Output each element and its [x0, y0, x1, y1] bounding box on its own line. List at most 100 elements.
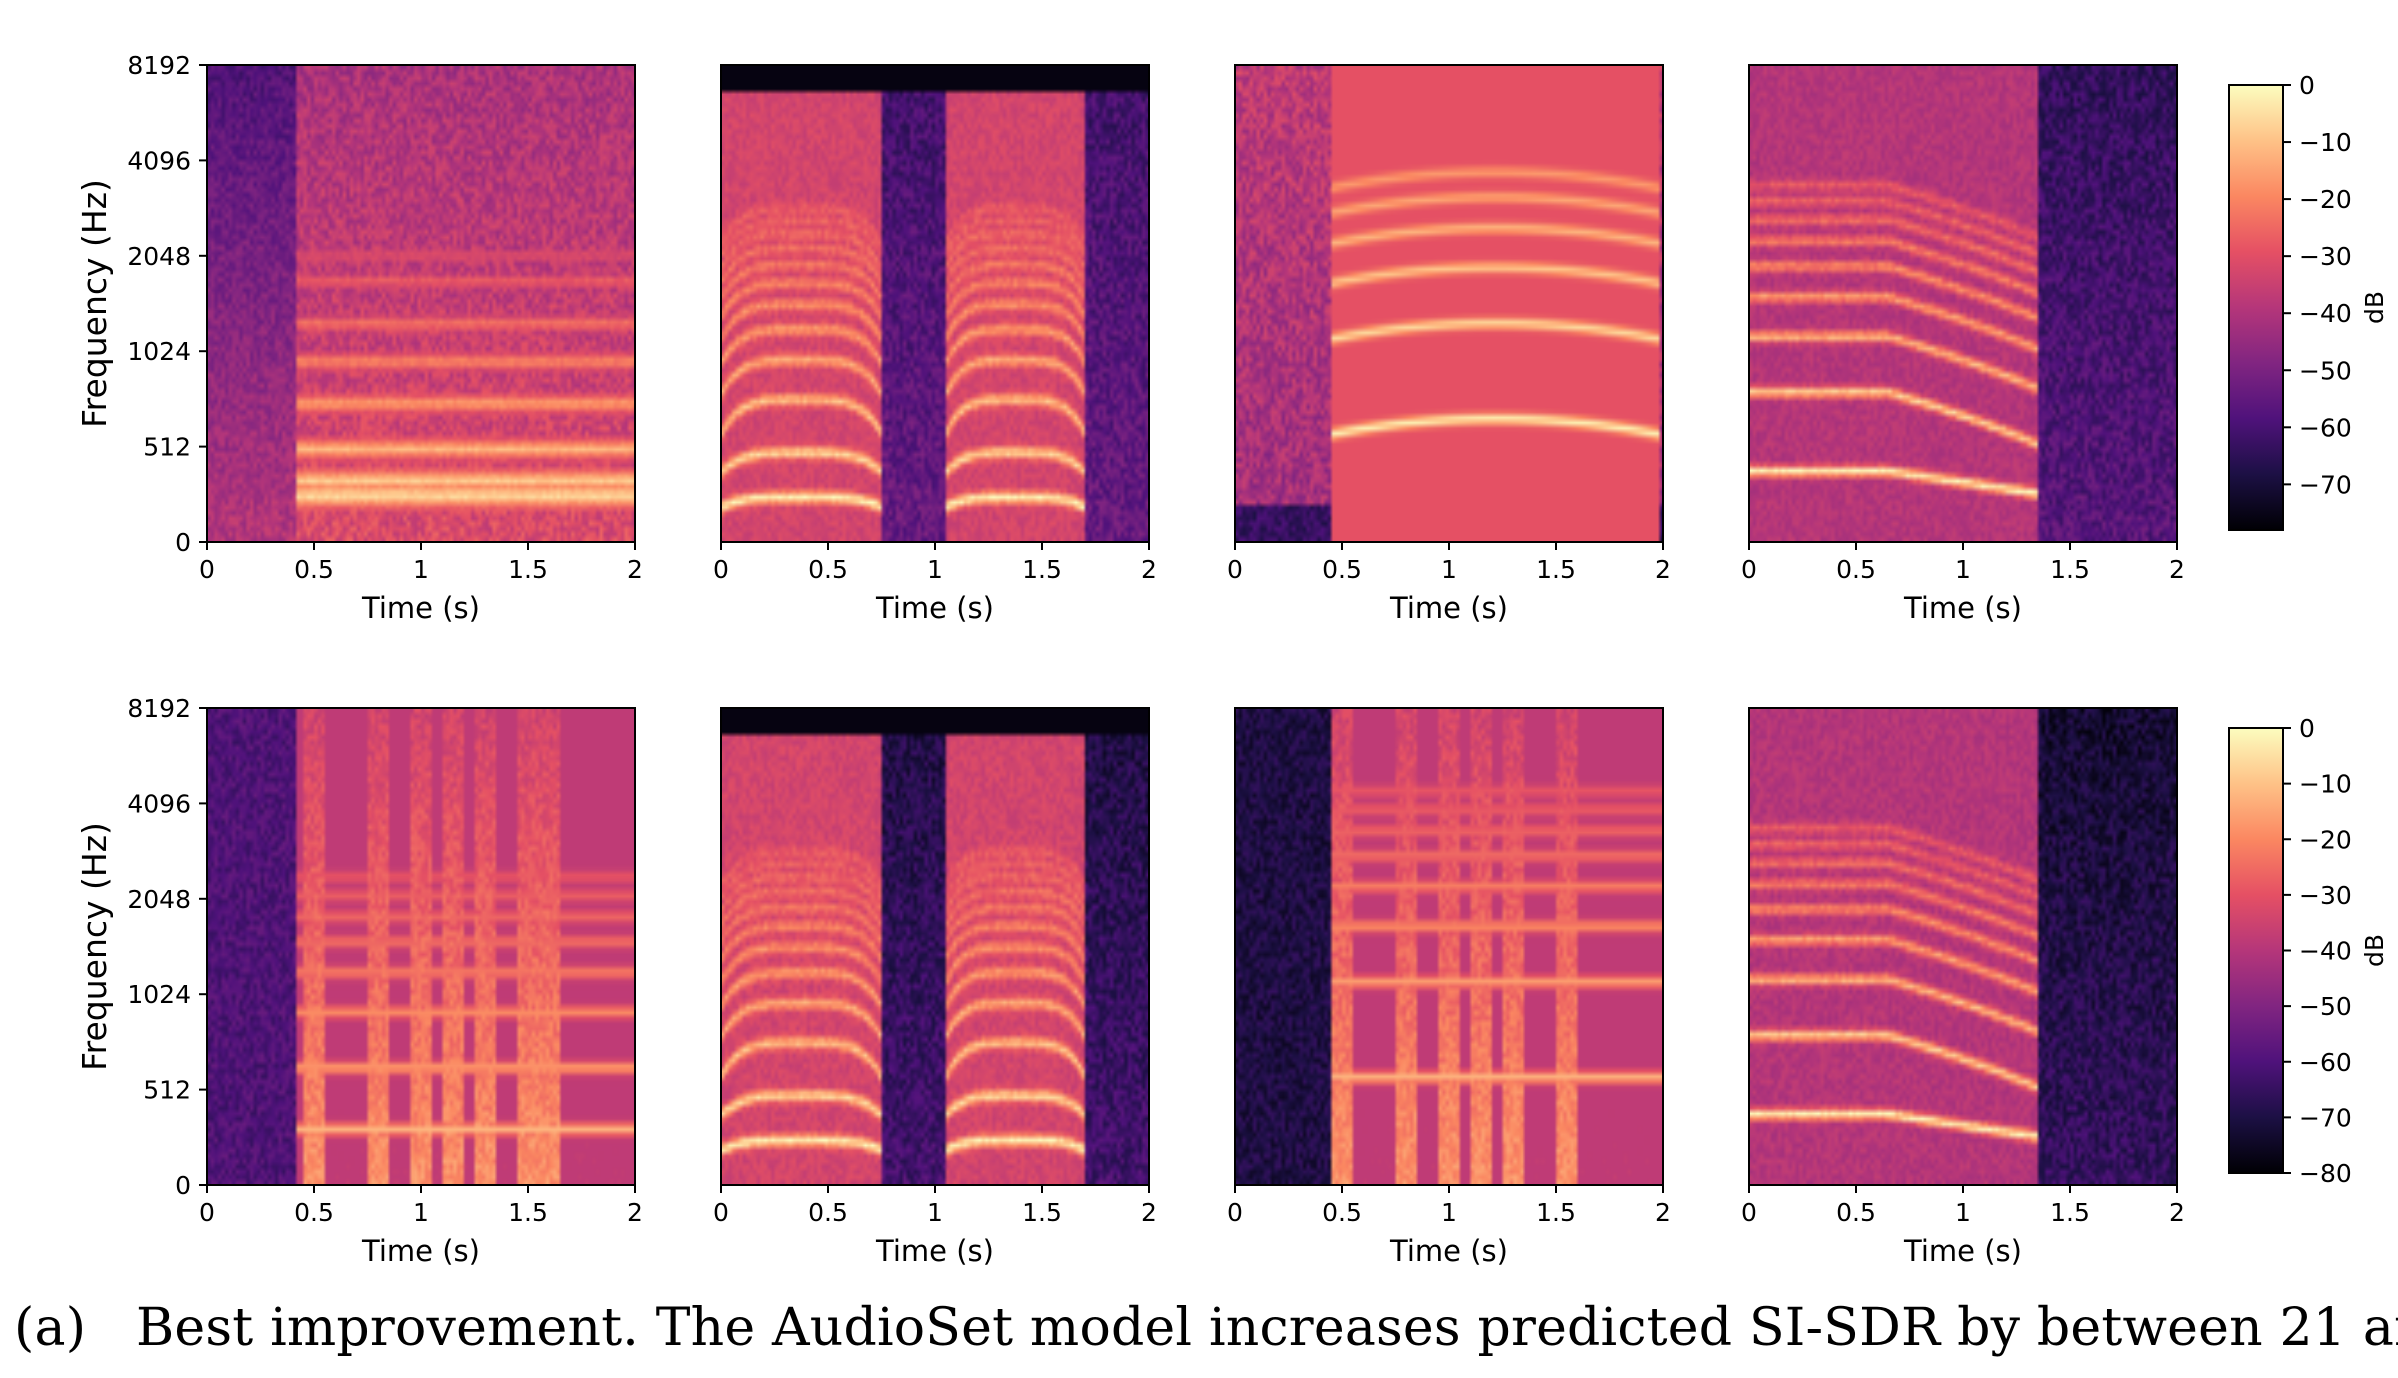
y-tick-label: 0 — [175, 1171, 191, 1200]
x-tick-label: 0.5 — [294, 1198, 334, 1227]
colorbar-tick-label: −50 — [2299, 356, 2352, 385]
x-tick-label: 1.5 — [1022, 1198, 1062, 1227]
spectrogram-panel-r1c2 — [720, 64, 1150, 543]
colorbar-tick-label: −60 — [2299, 1048, 2352, 1077]
colorbar-tick-label: −70 — [2299, 470, 2352, 499]
x-tick-label: 0 — [199, 1198, 215, 1227]
y-tick-label: 8192 — [127, 51, 191, 80]
axes-r1c2: 0 0.5 1 1.5 2 Time (s) — [713, 542, 1157, 625]
colorbar-row2: 0 −10 −20 −30 −40 −50 −60 −70 −80 dB — [2228, 714, 2389, 1188]
axes-r2c3: 0 0.5 1 1.5 2 Time (s) — [1227, 1185, 1671, 1268]
colorbar-tick-label: −20 — [2299, 825, 2352, 854]
colorbar-tick-label: −40 — [2299, 937, 2352, 966]
colorbar-tick-label: −30 — [2299, 242, 2352, 271]
y-axis-label: Frequency (Hz) — [75, 179, 114, 428]
axes-r1c3: 0 0.5 1 1.5 2 Time (s) — [1227, 542, 1671, 625]
colorbar-label: dB — [2360, 291, 2389, 324]
axes-r2c1: 0 0.5 1 1.5 2 Time (s) 0 512 1024 2048 4096 8192 Fre… — [75, 694, 643, 1268]
y-axis-label: Frequency (Hz) — [75, 822, 114, 1071]
x-tick-label: 1 — [1441, 1198, 1457, 1227]
x-tick-label: 1 — [1955, 555, 1971, 584]
x-tick-label: 1 — [413, 1198, 429, 1227]
colorbar-gradient — [2228, 84, 2284, 531]
x-tick-label: 1 — [1955, 1198, 1971, 1227]
x-tick-label: 0.5 — [808, 555, 848, 584]
colorbar-tick-label: −10 — [2299, 770, 2352, 799]
colorbar-tick-label: −40 — [2299, 299, 2352, 328]
spectrogram-panel-r2c3 — [1234, 707, 1664, 1186]
x-tick-label: 0 — [199, 555, 215, 584]
colorbar-tick-label: −30 — [2299, 881, 2352, 910]
y-tick-label: 512 — [143, 1076, 191, 1105]
x-tick-label: 0 — [713, 555, 729, 584]
spectrogram-panel-r2c1 — [206, 707, 636, 1186]
colorbar-label: dB — [2360, 934, 2389, 967]
x-tick-label: 1 — [413, 555, 429, 584]
x-tick-label: 0.5 — [294, 555, 334, 584]
axes-r2c4: 0 0.5 1 1.5 2 Time (s) — [1741, 1185, 2185, 1268]
spectrogram-image — [207, 65, 635, 542]
x-tick-label: 2 — [1655, 555, 1671, 584]
x-tick-label: 0.5 — [1836, 1198, 1876, 1227]
spectrogram-panel-r2c4 — [1748, 707, 2178, 1186]
x-tick-label: 1.5 — [2050, 1198, 2090, 1227]
spectrogram-panel-r1c1 — [206, 64, 636, 543]
colorbar-row1: 0 −10 −20 −30 −40 −50 −60 −70 dB — [2228, 71, 2389, 531]
colorbar-tick-label: −70 — [2299, 1103, 2352, 1132]
x-tick-label: 0.5 — [808, 1198, 848, 1227]
x-tick-label: 2 — [2169, 1198, 2185, 1227]
colorbar-tick-label: 0 — [2299, 714, 2315, 743]
axes-r1c4: 0 0.5 1 1.5 2 Time (s) — [1741, 542, 2185, 625]
colorbar-tick-label: −60 — [2299, 413, 2352, 442]
colorbar-tick-label: −10 — [2299, 128, 2352, 157]
spectrogram-image — [1235, 708, 1663, 1185]
x-tick-label: 0.5 — [1322, 1198, 1362, 1227]
x-tick-label: 2 — [627, 555, 643, 584]
caption-label: (a) — [14, 1298, 87, 1358]
x-tick-label: 1.5 — [508, 1198, 548, 1227]
x-axis-label: Time (s) — [1389, 1234, 1508, 1268]
y-tick-label: 0 — [175, 528, 191, 557]
x-tick-label: 1 — [927, 1198, 943, 1227]
caption-text: Best improvement. The AudioSet model inc… — [136, 1298, 2398, 1358]
x-tick-label: 1.5 — [1536, 1198, 1576, 1227]
x-tick-label: 0 — [1227, 1198, 1243, 1227]
x-axis-label: Time (s) — [1903, 1234, 2022, 1268]
y-tick-label: 1024 — [127, 980, 191, 1009]
x-tick-label: 2 — [2169, 555, 2185, 584]
y-tick-label: 4096 — [127, 789, 191, 818]
axes-r2c2: 0 0.5 1 1.5 2 Time (s) — [713, 1185, 1157, 1268]
x-axis-label: Time (s) — [1903, 591, 2022, 625]
x-tick-label: 1 — [927, 555, 943, 584]
x-tick-label: 1.5 — [1022, 555, 1062, 584]
spectrogram-image — [721, 708, 1149, 1185]
y-tick-label: 1024 — [127, 337, 191, 366]
spectrogram-panel-r1c4 — [1748, 64, 2178, 543]
colorbar-tick-label: −80 — [2299, 1159, 2352, 1188]
x-axis-label: Time (s) — [361, 591, 480, 625]
spectrogram-image — [207, 708, 635, 1185]
colorbar-tick-label: −20 — [2299, 185, 2352, 214]
x-axis-label: Time (s) — [875, 1234, 994, 1268]
y-tick-label: 8192 — [127, 694, 191, 723]
x-tick-label: 0 — [1741, 1198, 1757, 1227]
y-tick-label: 2048 — [127, 242, 191, 271]
x-tick-label: 1 — [1441, 555, 1457, 584]
figure-caption: (a) Best improvement. The AudioSet model … — [14, 1298, 2398, 1358]
colorbar-tick-label: 0 — [2299, 71, 2315, 100]
x-axis-label: Time (s) — [875, 591, 994, 625]
axes-r1c1: 0 0.5 1 1.5 2 Time (s) 0 512 1024 2048 4096 8192 Fre… — [75, 51, 643, 625]
x-axis-label: Time (s) — [361, 1234, 480, 1268]
x-tick-label: 2 — [627, 1198, 643, 1227]
spectrogram-panel-r1c3 — [1234, 64, 1664, 543]
y-tick-label: 4096 — [127, 146, 191, 175]
x-axis-label: Time (s) — [1389, 591, 1508, 625]
x-tick-label: 1.5 — [508, 555, 548, 584]
x-tick-label: 0.5 — [1322, 555, 1362, 584]
x-tick-label: 1.5 — [2050, 555, 2090, 584]
x-tick-label: 0 — [1741, 555, 1757, 584]
x-tick-label: 0 — [1227, 555, 1243, 584]
x-tick-label: 0.5 — [1836, 555, 1876, 584]
x-tick-label: 1.5 — [1536, 555, 1576, 584]
